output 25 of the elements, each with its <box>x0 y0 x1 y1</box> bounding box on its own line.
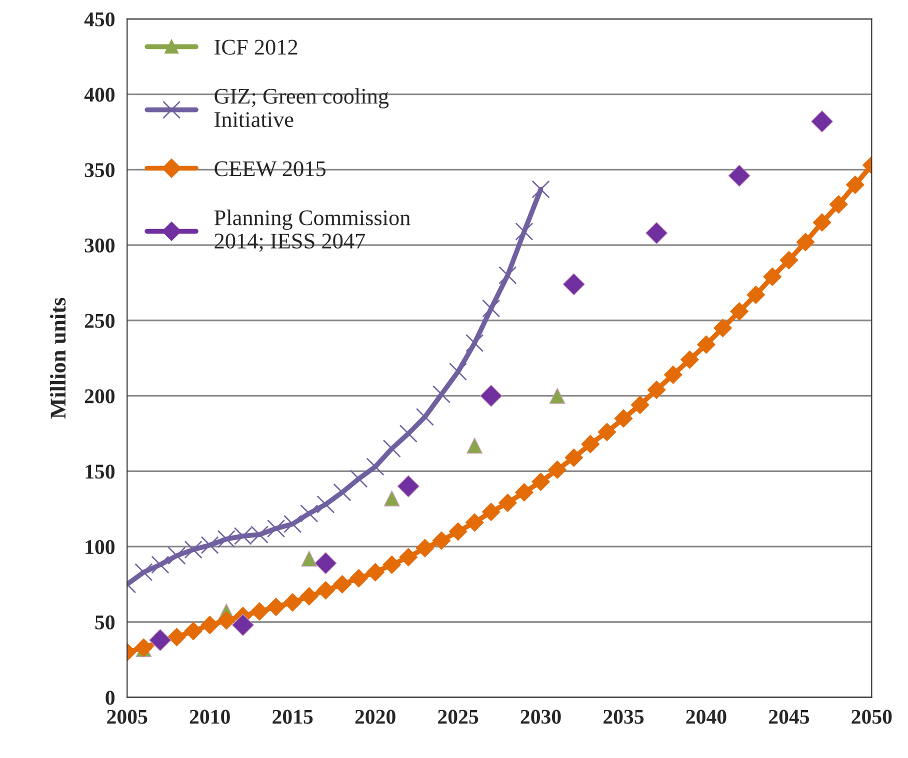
legend-label: GIZ; Green cooling Initiative <box>214 88 389 128</box>
y-tick-label: 300 <box>84 238 115 253</box>
y-tick-label: 350 <box>84 163 115 178</box>
x-tick-label: 2015 <box>272 710 313 724</box>
y-tick-label: 250 <box>84 314 115 328</box>
x-tick-label: 2050 <box>852 710 892 724</box>
legend-label: ICF 2012 <box>214 40 298 55</box>
x-tick-label: 2020 <box>355 710 396 724</box>
y-tick-label: 150 <box>86 464 115 479</box>
y-tick-label: 50 <box>95 615 115 630</box>
legend-label: CEEW 2015 <box>214 161 326 176</box>
x-tick-label: 2040 <box>686 710 726 724</box>
legend-label: Planning Commission 2014; IESS 2047 <box>214 210 410 252</box>
x-tick-label: 2030 <box>520 710 561 724</box>
x-tick-label: 2045 <box>768 710 810 724</box>
y-axis-title: Million units <box>50 298 66 419</box>
x-tick-label: 2025 <box>438 710 478 724</box>
y-tick-label: 0 <box>106 690 115 705</box>
y-tick-label: 400 <box>84 88 115 102</box>
y-tick-label: 100 <box>86 540 115 554</box>
x-tick-label: 2005 <box>107 710 148 724</box>
y-tick-label: 450 <box>84 12 115 26</box>
x-tick-label: 2035 <box>604 710 644 724</box>
x-tick-label: 2010 <box>190 710 230 724</box>
y-tick-label: 200 <box>84 389 115 404</box>
